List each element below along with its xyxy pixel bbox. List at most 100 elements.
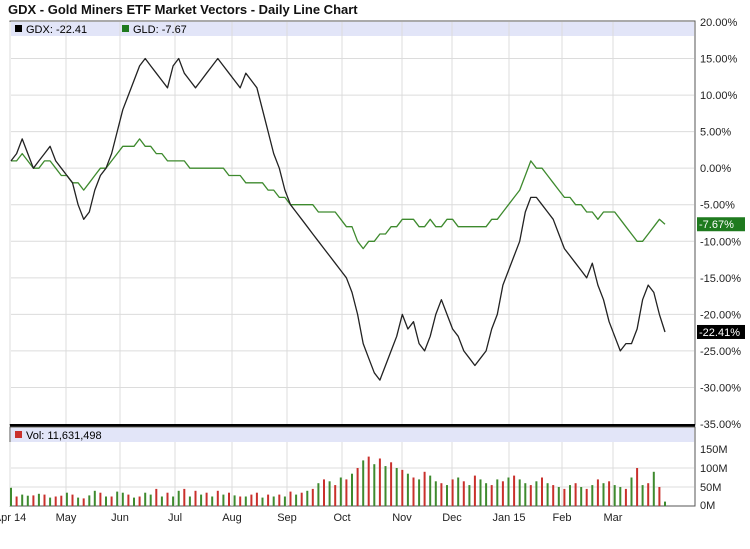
volume-bar [272,496,275,506]
volume-bar [367,456,370,506]
x-tick-label: May [56,512,77,524]
volume-bar [283,496,286,506]
series-line-gld [11,138,666,250]
x-tick-label: Nov [392,512,412,524]
volume-bar [261,497,264,506]
volume-bar [552,485,555,506]
last-value-tag-gld [697,217,745,232]
volume-bar [205,492,208,506]
volume-bar [43,494,46,506]
price-y-tick-label: -30.00% [700,382,741,394]
volume-bar [49,497,52,506]
volume-bar [501,481,504,506]
volume-bar [518,479,521,506]
volume-bar [473,475,476,506]
volume-bar [71,494,74,506]
x-tick-label: Mar [604,512,623,524]
volume-bar [339,477,342,506]
x-tick-label: Aug [222,512,242,524]
volume-bar [200,494,203,506]
volume-bar [267,494,270,506]
volume-bar [188,496,191,506]
volume-bar [557,487,560,506]
volume-bar [429,475,432,506]
volume-bar [412,477,415,506]
volume-bar [121,492,124,506]
volume-bar [574,483,577,506]
volume-bar [373,464,376,506]
volume-bar [317,483,320,506]
x-tick-label: Jun [111,512,129,524]
volume-bar [462,481,465,506]
x-axis: Apr 14 May Jun Jul Aug Sep Oct Nov Dec Jan 15 Feb M… [0,512,623,524]
volume-bar [362,460,365,506]
panel-divider [10,424,695,427]
price-y-tick-label: -15.00% [700,273,741,285]
volume-bar [105,496,107,506]
price-y-tick-label: -20.00% [700,309,741,321]
price-y-tick-label: 0.00% [700,163,731,175]
volume-bar [401,469,404,506]
volume-bar [60,495,63,506]
volume-bar [624,488,627,506]
volume-y-tick-label: 50M [700,482,721,494]
volume-bar [647,483,650,506]
volume-bar [613,485,616,506]
last-value-tags: -22.41% -7.67% [697,217,745,339]
volume-bar [490,485,493,506]
volume-bar [311,488,314,506]
volume-bar [630,477,633,506]
volume-bar [160,496,163,506]
volume-bar [406,473,409,506]
volume-bar [580,487,583,506]
volume-bar [440,483,443,506]
volume-bar [608,481,611,506]
volume-bar [328,481,331,506]
volume-bar [418,479,421,506]
price-y-axis: 20.00% 15.00% 10.00% 5.00% 0.00% -5.00% -10.00… [700,17,741,431]
price-legend-band [11,22,694,36]
volume-bar [390,462,393,506]
legend-gdx-swatch [15,25,22,32]
price-y-tick-label: 15.00% [700,54,738,66]
legend-gdx-label: GDX: -22.41 [26,24,87,36]
x-tick-label: Jan 15 [492,512,525,524]
volume-bar [356,468,359,506]
volume-bar [664,501,666,506]
price-y-tick-label: 10.00% [700,90,738,102]
volume-bar [77,497,80,506]
last-value-label-gdx: -22.41% [699,327,740,339]
volume-y-axis: 150M 100M 50M 0M [700,444,728,512]
volume-bar [15,496,18,506]
volume-bar [172,496,175,506]
volume-bar [446,485,448,506]
volume-bar [144,492,147,506]
volume-bar [211,496,214,506]
volume-bar [619,487,622,506]
volume-bar [602,483,605,506]
volume-bar [485,483,488,506]
volume-bar [384,466,387,506]
x-tick-label: Sep [277,512,297,524]
volume-bar [65,492,68,506]
volume-bar [300,492,303,506]
volume-bar [216,490,219,506]
volume-bar [155,488,158,506]
volume-bar [133,497,135,506]
volume-bar [569,485,571,506]
volume-bar [21,494,24,506]
volume-bar [93,490,96,506]
last-value-label-gld: -7.67% [699,219,734,231]
legend-gld-swatch [122,25,129,32]
volume-bar [99,492,102,506]
volume-bar [457,477,460,506]
series-line-gdx [10,57,666,381]
volume-bar [323,479,325,506]
volume-bar [641,485,644,506]
volume-bar [585,488,588,506]
volume-bar [423,471,426,506]
price-panel-frame [9,20,696,426]
volume-bar [434,481,437,506]
volume-bar [149,494,152,506]
